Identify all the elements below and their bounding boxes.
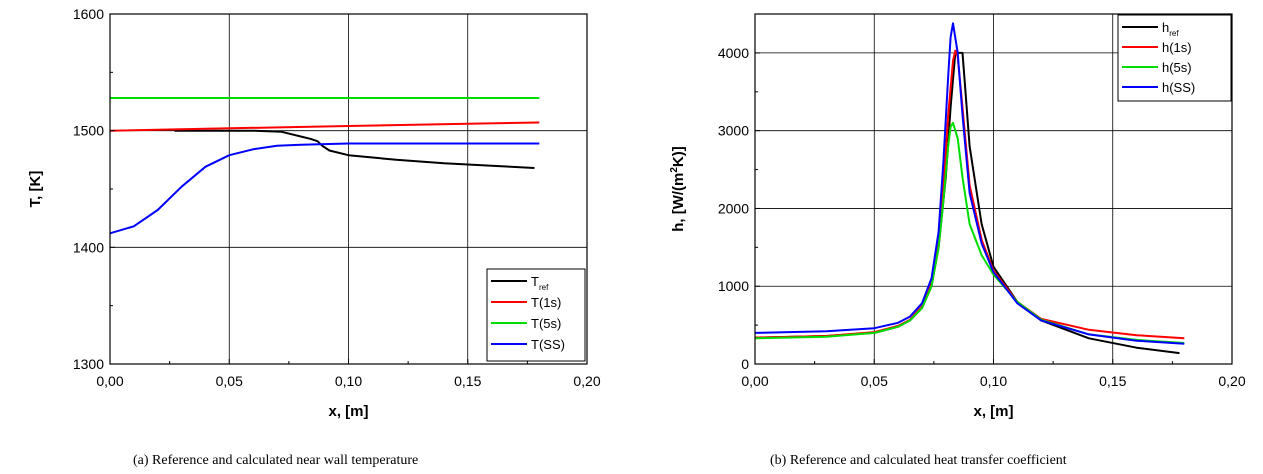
x-tick-label: 0,05 <box>216 373 243 389</box>
legend-label: h(SS) <box>1162 80 1195 95</box>
series-line <box>754 121 1185 344</box>
series-line <box>109 142 540 235</box>
chart-b-y-axis-label: h, [W/(m2K)] <box>669 146 687 232</box>
x-tick-label: 0,00 <box>96 373 123 389</box>
x-tick-label: 0,10 <box>335 373 362 389</box>
x-tick-label: 0,20 <box>573 373 600 389</box>
y-tick-label: 1600 <box>73 6 104 22</box>
chart-a-y-axis-label: T, [K] <box>27 171 44 208</box>
legend-label: T(5s) <box>531 316 561 331</box>
chart-b-x-axis-label: x, [m] <box>973 403 1013 420</box>
legend-label: Tref <box>531 274 549 292</box>
chart-b: 0,00 0,05 0,10 0,15 0,20 0 1000 2000 3000 4000 x,… <box>669 13 1246 468</box>
series-line <box>174 129 535 169</box>
chart-a-series <box>109 97 540 235</box>
y-tick-label: 4000 <box>718 45 749 61</box>
x-tick-label: 0,20 <box>1218 373 1245 389</box>
y-tick-label: 0 <box>741 356 749 372</box>
series-line <box>109 121 540 132</box>
legend-label: h(1s) <box>1162 40 1192 55</box>
x-tick-label: 0,00 <box>741 373 768 389</box>
y-tick-label: 1300 <box>73 356 104 372</box>
y-tick-label: 1400 <box>73 239 104 255</box>
chart-b-y-axis-label-sup: 2 <box>669 167 680 173</box>
x-tick-label: 0,05 <box>861 373 888 389</box>
y-tick-label: 2000 <box>718 200 749 216</box>
x-tick-label: 0,10 <box>980 373 1007 389</box>
legend-label: T(1s) <box>531 295 561 310</box>
chart-b-legend: href h(1s) h(5s) h(SS) <box>1117 14 1232 102</box>
chart-a-caption: (a) Reference and calculated near wall t… <box>133 453 418 468</box>
legend-label: h(5s) <box>1162 60 1192 75</box>
chart-b-ticks: 0,00 0,05 0,10 0,15 0,20 0 1000 2000 3000 4000 <box>718 45 1246 389</box>
series-line <box>754 22 1185 345</box>
chart-a: 0,00 0,05 0,10 0,15 0,20 1300 1400 1500 1600 x, … <box>27 6 601 468</box>
legend-label: href <box>1162 20 1179 38</box>
chart-b-y-axis-label-pre: h, [W/(m <box>670 173 687 232</box>
chart-a-legend: Tref T(1s) T(5s) T(SS) <box>486 268 586 362</box>
chart-b-y-axis-label-post: K)] <box>670 146 687 167</box>
chart-a-ticks: 0,00 0,05 0,10 0,15 0,20 1300 1400 1500 1600 <box>73 6 601 389</box>
x-tick-label: 0,15 <box>454 373 481 389</box>
legend-box <box>486 268 586 362</box>
chart-a-x-axis-label: x, [m] <box>328 403 368 420</box>
chart-b-caption: (b) Reference and calculated heat transf… <box>770 453 1067 468</box>
y-tick-label: 1000 <box>718 278 749 294</box>
x-tick-label: 0,15 <box>1099 373 1126 389</box>
y-tick-label: 1500 <box>73 123 104 139</box>
y-tick-label: 3000 <box>718 123 749 139</box>
chart-b-series <box>754 22 1185 355</box>
legend-label: T(SS) <box>531 337 565 352</box>
